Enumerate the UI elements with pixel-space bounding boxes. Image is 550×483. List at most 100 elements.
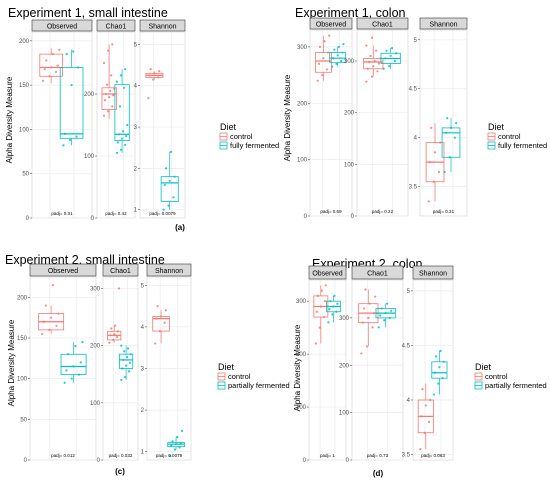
data-point bbox=[72, 50, 75, 53]
data-point bbox=[328, 308, 331, 311]
facet-strip-label: Observed bbox=[48, 268, 78, 275]
y-tick-label: 3.5 bbox=[402, 453, 411, 459]
box-control bbox=[152, 305, 170, 345]
data-point bbox=[332, 305, 335, 308]
data-point bbox=[124, 375, 127, 379]
data-point bbox=[65, 369, 68, 372]
facet-strip bbox=[309, 17, 353, 30]
data-point bbox=[342, 42, 345, 46]
facet-strip-label: Chao1 bbox=[106, 24, 127, 31]
data-point bbox=[110, 327, 113, 330]
data-point bbox=[374, 295, 377, 298]
data-point bbox=[70, 84, 73, 87]
data-point bbox=[439, 349, 442, 353]
y-tick-label: 100 bbox=[296, 405, 307, 411]
facet-plot-area bbox=[139, 31, 186, 219]
data-point bbox=[50, 316, 53, 319]
data-point bbox=[120, 137, 124, 140]
padj-label: padj= 0.31 bbox=[433, 209, 455, 214]
data-point bbox=[172, 196, 175, 199]
data-point bbox=[41, 332, 44, 336]
y-tick-label: 4 bbox=[141, 325, 145, 331]
data-point bbox=[154, 342, 157, 345]
data-point bbox=[127, 370, 131, 373]
facet-strip-label: Shannon bbox=[148, 24, 176, 31]
facet-strip bbox=[139, 19, 186, 32]
data-point bbox=[335, 310, 338, 313]
data-point bbox=[109, 334, 112, 337]
box-treatment bbox=[59, 49, 84, 147]
box-body bbox=[39, 53, 63, 77]
data-point bbox=[72, 365, 75, 368]
y-tick-label: 50 bbox=[22, 172, 29, 178]
panel-tag: (c) bbox=[115, 467, 125, 476]
facet-strip bbox=[419, 17, 468, 30]
facet-plot-area bbox=[412, 279, 454, 461]
facet-chao1: Chao1 0 100 200 300 padj= 0.032 bbox=[90, 263, 139, 464]
data-point bbox=[374, 49, 378, 52]
data-point bbox=[148, 74, 151, 77]
y-axis-label: Alpha Diversity Measure bbox=[7, 319, 16, 406]
data-point bbox=[429, 398, 432, 402]
data-point bbox=[430, 126, 433, 129]
data-point bbox=[164, 309, 167, 312]
padj-label: padj= 0.012 bbox=[51, 453, 75, 458]
data-point bbox=[102, 61, 106, 65]
data-point bbox=[376, 70, 379, 73]
box-body bbox=[114, 84, 130, 141]
facet-observed: Observed 0 100 200 300 padj= 1 bbox=[296, 265, 347, 464]
data-point bbox=[126, 123, 129, 127]
y-tick-label: 1 bbox=[141, 450, 145, 456]
legend-title: Diet bbox=[218, 362, 235, 372]
data-point bbox=[319, 305, 322, 308]
data-point bbox=[156, 305, 159, 308]
data-point bbox=[323, 40, 326, 43]
data-point bbox=[435, 355, 438, 358]
data-point bbox=[365, 44, 368, 47]
data-point bbox=[63, 132, 67, 135]
box-control bbox=[363, 36, 384, 83]
facet-strip-label: Shannon bbox=[155, 268, 183, 275]
facet-strip bbox=[356, 17, 409, 30]
data-point bbox=[373, 59, 376, 63]
y-tick-label: 0 bbox=[304, 214, 308, 220]
y-tick-label: 5 bbox=[407, 289, 411, 295]
data-point bbox=[176, 436, 179, 439]
data-point bbox=[385, 302, 389, 305]
data-point bbox=[443, 170, 446, 174]
legend-entry: fully fermented bbox=[498, 141, 547, 150]
y-tick-label: 200 bbox=[90, 344, 101, 350]
facet-strip bbox=[96, 19, 136, 32]
facet-chao1: Chao1 0 100 200 300 padj= 0.22 bbox=[344, 17, 409, 220]
box-control bbox=[38, 284, 65, 336]
data-point bbox=[366, 67, 369, 70]
box-treatment bbox=[325, 294, 341, 324]
box-body bbox=[119, 353, 134, 369]
panel-title: Experiment 1, colon bbox=[295, 6, 406, 20]
data-point bbox=[167, 204, 170, 207]
data-point bbox=[107, 110, 110, 113]
data-point bbox=[174, 443, 178, 446]
box-treatment bbox=[114, 68, 130, 154]
data-point bbox=[419, 447, 422, 451]
data-point bbox=[439, 141, 442, 144]
data-point bbox=[75, 135, 78, 138]
data-point bbox=[170, 444, 173, 447]
y-tick-label: 100 bbox=[84, 154, 95, 160]
facet-strip-label: Shannon bbox=[419, 271, 447, 278]
facet-plot-area bbox=[31, 31, 93, 219]
data-point bbox=[363, 307, 366, 310]
data-point bbox=[126, 347, 130, 350]
data-point bbox=[104, 92, 108, 96]
data-point bbox=[364, 288, 367, 291]
box-control bbox=[107, 287, 122, 344]
data-point bbox=[55, 324, 58, 327]
y-tick-label: 4 bbox=[407, 398, 411, 404]
data-point bbox=[377, 326, 380, 329]
data-point bbox=[129, 353, 132, 356]
data-point bbox=[111, 105, 114, 108]
data-point bbox=[427, 200, 430, 203]
y-tick-label: 5 bbox=[141, 283, 145, 289]
